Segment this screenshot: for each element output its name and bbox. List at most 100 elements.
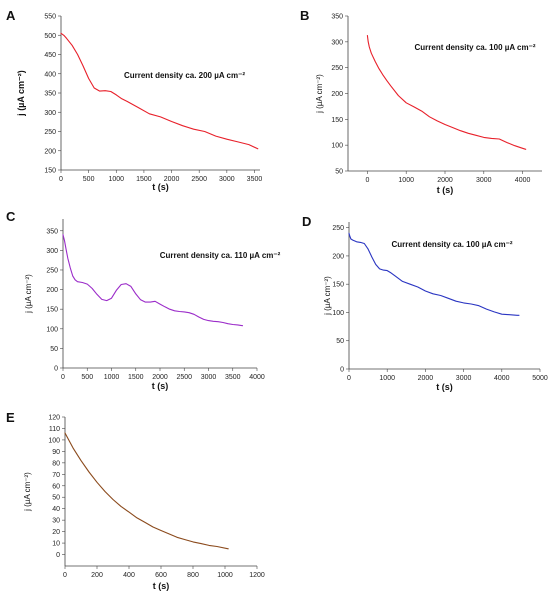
panel-e-y-tick-label: 70 — [52, 472, 60, 479]
panel-a-y-tick-label: 200 — [44, 148, 56, 155]
panel-c-x-tick-label: 2500 — [176, 374, 192, 381]
panel-b-annotation: Current density ca. 100 µA cm⁻² — [414, 43, 535, 52]
panel-a-x-tick-label: 2000 — [164, 176, 180, 183]
panel-c-x-tick-label: 3500 — [225, 374, 241, 381]
panel-e-label: E — [6, 410, 15, 425]
panel-e-x-tick-label: 600 — [155, 572, 167, 579]
panel-a-x-axis-label: t (s) — [152, 182, 169, 192]
panel-d-x-tick-label: 4000 — [494, 375, 510, 382]
panel-e-y-tick-label: 30 — [52, 518, 60, 525]
panel-d-label: D — [302, 214, 311, 229]
panel-c-y-tick-label: 50 — [50, 346, 58, 353]
panel-b-y-tick-label: 100 — [331, 143, 343, 150]
panel-a-y-tick-label: 400 — [44, 71, 56, 78]
panel-d-x-tick-label: 1000 — [379, 375, 395, 382]
panel-a-annotation: Current density ca. 200 µA cm⁻² — [124, 71, 245, 80]
panel-d-y-tick-label: 100 — [332, 310, 344, 317]
panel-c-y-tick-label: 250 — [46, 267, 58, 274]
panel-c-series-line-0 — [62, 234, 244, 327]
panel-c-y-tick-label: 0 — [54, 366, 58, 373]
panel-a-y-tick-label: 300 — [44, 110, 56, 117]
panel-a-x-tick-label: 500 — [83, 176, 95, 183]
panel-c-x-tick-label: 3000 — [201, 374, 217, 381]
panel-e-y-tick-label: 10 — [52, 541, 60, 548]
panel-c-y-tick-label: 200 — [46, 287, 58, 294]
panel-e-y-tick-label: 100 — [48, 437, 60, 444]
panel-c-y-tick-label: 150 — [46, 307, 58, 314]
panel-e-y-tick-label: 90 — [52, 449, 60, 456]
panel-e-y-tick-label: 50 — [52, 495, 60, 502]
panel-d-y-tick-label: 50 — [336, 338, 344, 345]
panel-d-x-tick-label: 3000 — [456, 375, 472, 382]
panel-b-x-tick-label: 3000 — [476, 177, 492, 184]
panel-e-y-tick-label: 110 — [49, 426, 60, 433]
panel-e-x-tick-label: 1200 — [249, 572, 265, 579]
panel-c-x-tick-label: 0 — [61, 374, 65, 381]
panel-a-y-tick-label: 350 — [44, 91, 56, 98]
panel-a-y-tick-label: 250 — [44, 129, 56, 136]
panel-e-y-tick-label: 80 — [52, 460, 60, 467]
panel-b-y-tick-label: 250 — [331, 65, 343, 72]
panel-c-y-tick-label: 300 — [46, 248, 58, 255]
panel-c-annotation: Current density ca. 110 µA cm⁻² — [160, 251, 281, 260]
panel-a-x-tick-label: 3500 — [247, 176, 263, 183]
panel-a-x-tick-label: 2500 — [191, 176, 207, 183]
panel-d-y-tick-label: 200 — [332, 253, 344, 260]
panel-d-x-axis-label: t (s) — [436, 382, 453, 392]
panel-a-x-tick-label: 1500 — [136, 176, 152, 183]
panel-c-x-tick-label: 1500 — [128, 374, 144, 381]
panel-b-x-axis-label: t (s) — [437, 185, 454, 195]
panel-c-x-axis-label: t (s) — [152, 381, 169, 391]
panel-e-y-tick-label: 40 — [52, 506, 60, 513]
panel-d-y-axis-label: j (µA cm⁻²) — [323, 276, 332, 316]
panel-e-y-axis-label: j (µA cm⁻²) — [23, 472, 32, 512]
panel-c-label: C — [6, 209, 16, 224]
panel-e-y-tick-label: 0 — [56, 552, 60, 559]
panel-c-x-tick-label: 2000 — [152, 374, 168, 381]
panel-a-x-tick-label: 0 — [59, 176, 63, 183]
panel-b-x-tick-label: 4000 — [515, 177, 531, 184]
panel-b-label: B — [300, 8, 309, 23]
panel-b-y-tick-label: 150 — [331, 117, 343, 124]
panel-d-x-tick-label: 5000 — [532, 375, 548, 382]
panel-e-x-tick-label: 400 — [123, 572, 135, 579]
panel-e-x-tick-label: 1000 — [217, 572, 233, 579]
panel-c-x-tick-label: 1000 — [104, 374, 120, 381]
panel-c-x-tick-label: 500 — [81, 374, 93, 381]
panel-a-label: A — [6, 8, 16, 23]
panel-b-x-tick-label: 1000 — [398, 177, 414, 184]
panel-a-y-tick-label: 550 — [44, 14, 56, 21]
panel-c-y-axis-label: j (µA cm⁻²) — [24, 274, 33, 314]
panel-e-y-tick-label: 20 — [52, 529, 60, 536]
panel-d-annotation: Current density ca. 100 µA cm⁻² — [391, 240, 512, 249]
panel-b-y-tick-label: 350 — [331, 14, 343, 21]
panel-d-x-tick-label: 0 — [347, 375, 351, 382]
panel-e-y-tick-label: 120 — [48, 415, 60, 422]
panel-a-x-tick-label: 1000 — [108, 176, 124, 183]
panel-c-y-tick-label: 350 — [46, 228, 58, 235]
panel-d-x-tick-label: 2000 — [418, 375, 434, 382]
panel-b-x-tick-label: 0 — [365, 177, 369, 184]
panel-b-y-axis-label: j (µA cm⁻²) — [315, 74, 324, 114]
panel-b-y-tick-label: 200 — [331, 91, 343, 98]
panel-e-x-tick-label: 200 — [91, 572, 103, 579]
panel-d-y-tick-label: 250 — [332, 225, 344, 232]
panel-b-y-tick-label: 50 — [335, 169, 343, 176]
panel-a-y-tick-label: 450 — [44, 52, 56, 59]
panel-e-x-tick-label: 800 — [187, 572, 199, 579]
panel-a-x-tick-label: 3000 — [219, 176, 235, 183]
panel-e-y-tick-label: 60 — [52, 483, 60, 490]
panel-b-y-tick-label: 300 — [331, 39, 343, 46]
panel-d-y-tick-label: 150 — [332, 282, 344, 289]
panel-a-y-tick-label: 150 — [44, 168, 56, 175]
panel-e-series-line-0 — [64, 432, 229, 550]
panel-d-y-tick-label: 0 — [340, 367, 344, 374]
panel-a-y-axis-label: j (µA cm⁻²) — [16, 70, 26, 117]
panel-b-series-line-0 — [366, 35, 527, 150]
panel-d-series-line-0 — [348, 232, 520, 316]
panel-c-y-tick-label: 100 — [46, 326, 58, 333]
panel-b-x-tick-label: 2000 — [437, 177, 453, 184]
panel-a-series-line-0 — [60, 32, 259, 150]
panel-c-x-tick-label: 4000 — [249, 374, 265, 381]
